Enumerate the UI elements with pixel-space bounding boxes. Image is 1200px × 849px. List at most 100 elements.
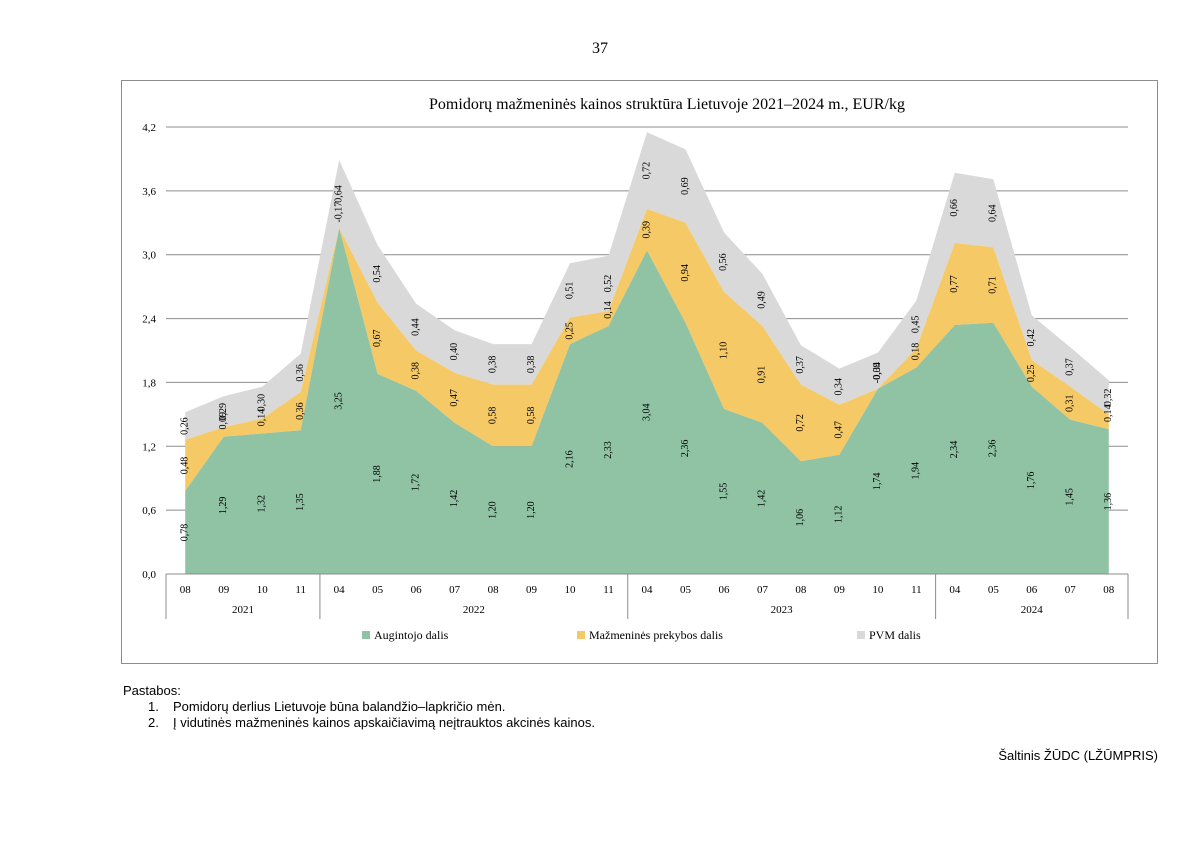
x-tick-label: 06 bbox=[411, 584, 423, 596]
x-tick-label: 10 bbox=[565, 584, 577, 596]
data-label-pvm: 0,42 bbox=[1026, 329, 1037, 347]
data-label-augintojo: 1,06 bbox=[795, 509, 806, 527]
x-tick-label: 04 bbox=[642, 584, 654, 596]
y-tick-label: 2,4 bbox=[142, 314, 156, 326]
y-tick-label: 0,6 bbox=[142, 505, 156, 517]
x-tick-label: 05 bbox=[988, 584, 1000, 596]
data-label-augintojo: 1,42 bbox=[449, 490, 460, 508]
data-label-augintojo: 1,42 bbox=[757, 490, 768, 508]
y-tick-label: 4,2 bbox=[142, 122, 156, 134]
x-tick-label: 05 bbox=[372, 584, 384, 596]
data-label-prekybos: -0,09 bbox=[872, 362, 883, 383]
data-label-pvm: 0,56 bbox=[718, 253, 729, 271]
data-label-prekybos: 0,77 bbox=[949, 275, 960, 293]
x-tick-label: 10 bbox=[257, 584, 269, 596]
data-label-augintojo: 1,20 bbox=[526, 501, 537, 518]
data-label-prekybos: 0,48 bbox=[180, 457, 191, 475]
data-label-pvm: 0,72 bbox=[641, 162, 652, 180]
x-tick-label: 08 bbox=[180, 584, 192, 596]
x-tick-label: 06 bbox=[718, 584, 730, 596]
data-label-prekybos: 1,10 bbox=[718, 342, 729, 360]
data-label-pvm: 0,34 bbox=[834, 378, 845, 396]
data-label-augintojo: 1,29 bbox=[218, 497, 229, 515]
data-label-prekybos: 0,91 bbox=[757, 366, 768, 384]
data-label-prekybos: 0,58 bbox=[487, 407, 498, 425]
data-label-pvm: 0,34 bbox=[872, 362, 883, 380]
data-label-prekybos: 0,47 bbox=[449, 389, 460, 407]
data-label-augintojo: 1,35 bbox=[295, 493, 306, 511]
data-label-pvm: 0,38 bbox=[526, 356, 537, 374]
year-label: 2021 bbox=[232, 604, 254, 616]
y-tick-label: 0,0 bbox=[142, 569, 156, 581]
data-label-prekybos: 0,14 bbox=[603, 301, 614, 319]
x-tick-label: 08 bbox=[488, 584, 500, 596]
data-label-pvm: 0,40 bbox=[449, 343, 460, 361]
data-label-pvm: 0,69 bbox=[680, 177, 691, 195]
x-tick-label: 09 bbox=[218, 584, 230, 596]
data-label-augintojo: 1,88 bbox=[372, 465, 383, 483]
x-tick-label: 11 bbox=[603, 584, 614, 596]
data-label-augintojo: 1,94 bbox=[911, 462, 922, 480]
year-label: 2022 bbox=[463, 604, 485, 616]
year-label: 2024 bbox=[1021, 604, 1044, 616]
data-label-augintojo: 2,33 bbox=[603, 441, 614, 459]
x-tick-label: 05 bbox=[680, 584, 692, 596]
x-tick-label: 04 bbox=[334, 584, 346, 596]
data-label-augintojo: 2,36 bbox=[680, 440, 691, 458]
data-label-pvm: 0,51 bbox=[564, 282, 575, 300]
data-label-prekybos: 0,25 bbox=[564, 322, 575, 340]
series-area-augintojo bbox=[185, 228, 1109, 574]
data-label-pvm: 0,64 bbox=[988, 204, 999, 222]
y-tick-label: 3,0 bbox=[142, 250, 156, 262]
data-label-augintojo: 1,32 bbox=[256, 495, 267, 513]
data-label-augintojo: 2,16 bbox=[564, 450, 575, 468]
legend-label: PVM dalis bbox=[869, 628, 921, 642]
x-tick-label: 07 bbox=[1065, 584, 1077, 596]
data-label-augintojo: 1,20 bbox=[487, 501, 498, 518]
x-tick-label: 09 bbox=[526, 584, 538, 596]
data-label-prekybos: 0,71 bbox=[988, 276, 999, 294]
data-label-augintojo: 1,55 bbox=[718, 483, 729, 501]
note-number: 2. bbox=[148, 715, 159, 730]
x-tick-label: 08 bbox=[795, 584, 807, 596]
data-label-pvm: 0,64 bbox=[333, 185, 344, 203]
x-tick-label: 07 bbox=[757, 584, 769, 596]
data-label-augintojo: 3,25 bbox=[333, 392, 344, 410]
data-label-augintojo: 1,36 bbox=[1103, 493, 1114, 511]
data-label-augintojo: 3,04 bbox=[641, 403, 652, 421]
data-label-augintojo: 0,78 bbox=[180, 524, 191, 542]
data-label-augintojo: 1,76 bbox=[1026, 472, 1037, 490]
note-item: 2. Į vidutinės mažmeninės kainos apskaič… bbox=[123, 715, 823, 731]
data-label-prekybos: 0,09 bbox=[218, 412, 229, 430]
data-label-augintojo: 2,36 bbox=[988, 440, 999, 458]
data-label-augintojo: 1,12 bbox=[834, 506, 845, 524]
chart-frame: Pomidorų mažmeninės kainos struktūra Lie… bbox=[121, 80, 1158, 664]
x-tick-label: 11 bbox=[295, 584, 306, 596]
legend-swatch bbox=[577, 631, 585, 639]
x-tick-label: 08 bbox=[1103, 584, 1115, 596]
legend-swatch bbox=[857, 631, 865, 639]
y-tick-label: 1,2 bbox=[142, 441, 156, 453]
data-label-prekybos: 0,47 bbox=[834, 421, 845, 439]
chart-title: Pomidorų mažmeninės kainos struktūra Lie… bbox=[429, 96, 905, 113]
x-tick-label: 07 bbox=[449, 584, 461, 596]
notes: Pastabos: 1. Pomidorų derlius Lietuvoje … bbox=[123, 683, 823, 731]
y-tick-label: 1,8 bbox=[142, 377, 156, 389]
page-number: 37 bbox=[592, 40, 608, 57]
notes-heading: Pastabos: bbox=[123, 683, 181, 698]
source-note: Šaltinis ŽŪDC (LŽŪMPRIS) bbox=[998, 748, 1158, 763]
legend-label: Mažmeninės prekybos dalis bbox=[589, 628, 723, 642]
x-tick-label: 04 bbox=[949, 584, 961, 596]
data-label-prekybos: 0,18 bbox=[911, 343, 922, 361]
note-text: Pomidorų derlius Lietuvoje būna balandži… bbox=[173, 699, 506, 714]
data-label-augintojo: 1,45 bbox=[1065, 488, 1076, 506]
legend-label: Augintojo dalis bbox=[374, 628, 449, 642]
data-label-prekybos: 0,25 bbox=[1026, 365, 1037, 383]
stacked-area-chart: Pomidorų mažmeninės kainos struktūra Lie… bbox=[142, 96, 1129, 642]
data-label-pvm: 0,38 bbox=[487, 356, 498, 374]
series-area-pvm bbox=[185, 132, 1109, 440]
data-label-pvm: 0,30 bbox=[256, 394, 267, 412]
data-label-pvm: 0,66 bbox=[949, 199, 960, 217]
legend-swatch bbox=[362, 631, 370, 639]
data-label-prekybos: 0,38 bbox=[410, 362, 421, 380]
